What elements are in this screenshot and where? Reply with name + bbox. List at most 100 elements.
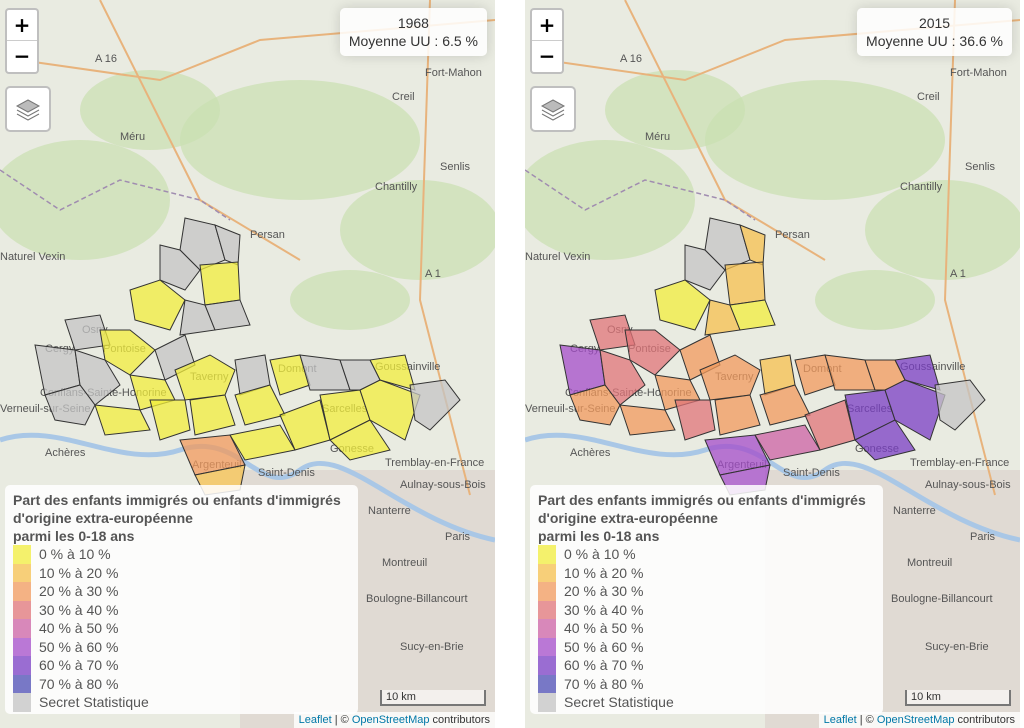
legend-swatch xyxy=(13,563,31,582)
zoom-out-button[interactable]: − xyxy=(538,44,556,68)
legend-item: 60 % à 70 % xyxy=(538,656,875,675)
place-label: Aulnay-sous-Bois xyxy=(400,479,486,491)
legend-swatch xyxy=(538,600,556,619)
commune-polygon[interactable] xyxy=(149,399,191,441)
commune-polygon[interactable] xyxy=(409,379,461,431)
commune-polygon[interactable] xyxy=(74,349,121,406)
commune-polygon[interactable] xyxy=(129,279,186,331)
place-label: Creil xyxy=(917,91,940,103)
place-label: Paris xyxy=(970,531,996,543)
place-label: Naturel Vexin xyxy=(525,251,590,263)
legend-item: 40 % à 50 % xyxy=(538,619,875,638)
commune-polygon[interactable] xyxy=(329,419,391,461)
year-label: 2015 xyxy=(918,15,951,31)
average-label: Moyenne UU : 6.5 % xyxy=(348,33,478,49)
layers-button[interactable] xyxy=(5,86,51,132)
info-box: 2015 Moyenne UU : 36.6 % xyxy=(857,8,1012,56)
legend-title: Part des enfants immigrés ou enfants d'i… xyxy=(538,492,866,508)
legend-label: 0 % à 10 % xyxy=(564,546,636,563)
commune-polygon[interactable] xyxy=(684,244,726,291)
commune-polygon[interactable] xyxy=(189,394,236,436)
attribution-text: contributors xyxy=(429,714,490,726)
commune-polygon[interactable] xyxy=(204,299,251,331)
commune-polygon[interactable] xyxy=(99,329,156,376)
commune-polygon[interactable] xyxy=(339,359,381,391)
attribution-text: contributors xyxy=(954,714,1015,726)
legend-label: Secret Statistique xyxy=(39,694,149,711)
legend-label: 50 % à 60 % xyxy=(564,638,644,655)
forest-area xyxy=(525,140,695,260)
average-label: Moyenne UU : 36.6 % xyxy=(866,33,1003,49)
osm-link[interactable]: OpenStreetMap xyxy=(351,714,430,726)
legend-item: 40 % à 50 % xyxy=(13,619,350,638)
attribution-sep: | © xyxy=(331,714,352,726)
boundary xyxy=(525,169,756,221)
legend-swatch xyxy=(13,600,31,619)
place-label: Aulnay-sous-Bois xyxy=(925,479,1011,491)
commune-polygon[interactable] xyxy=(864,359,906,391)
legend-label: 20 % à 30 % xyxy=(39,583,119,600)
commune-polygon[interactable] xyxy=(159,244,201,291)
leaflet-link[interactable]: Leaflet xyxy=(823,714,857,726)
commune-polygon[interactable] xyxy=(934,379,986,431)
legend-swatch xyxy=(538,693,556,712)
commune-polygon[interactable] xyxy=(854,419,916,461)
legend-swatch xyxy=(538,656,556,675)
legend-swatch xyxy=(538,545,556,564)
place-label: Paris xyxy=(445,531,471,543)
scale-bar: 10 km xyxy=(380,690,486,706)
zoom-in-button[interactable]: + xyxy=(7,10,37,41)
commune-polygon[interactable] xyxy=(624,329,681,376)
place-label: A 1 xyxy=(425,268,441,280)
place-label: Méru xyxy=(645,131,670,143)
legend-swatch xyxy=(538,619,556,638)
commune-polygon[interactable] xyxy=(199,261,241,306)
legend-swatch xyxy=(538,674,556,693)
legend-item: 60 % à 70 % xyxy=(13,656,350,675)
place-label: Méru xyxy=(120,131,145,143)
legend-label: 10 % à 20 % xyxy=(564,564,644,581)
commune-polygon[interactable] xyxy=(729,299,776,331)
commune-polygon[interactable] xyxy=(569,384,621,426)
legend-title: Part des enfants immigrés ou enfants d'i… xyxy=(13,492,341,508)
leaflet-link[interactable]: Leaflet xyxy=(298,714,332,726)
forest-area xyxy=(0,140,170,260)
layers-button[interactable] xyxy=(530,86,576,132)
place-label: A 1 xyxy=(950,268,966,280)
legend-swatch xyxy=(13,674,31,693)
commune-polygon[interactable] xyxy=(599,349,646,406)
place-label: Creil xyxy=(392,91,415,103)
place-label: Boulogne-Billancourt xyxy=(366,593,468,605)
legend-item: Secret Statistique xyxy=(13,693,350,712)
legend-title: parmi les 0-18 ans xyxy=(538,528,660,544)
commune-polygon[interactable] xyxy=(724,261,766,306)
commune-polygon[interactable] xyxy=(674,399,716,441)
place-label: Fort-Mahon xyxy=(950,67,1007,79)
place-label: Nanterre xyxy=(368,505,411,517)
legend-title: d'origine extra-européenne xyxy=(13,510,193,526)
commune-polygon[interactable] xyxy=(619,404,676,436)
place-label: Fort-Mahon xyxy=(425,67,482,79)
commune-polygon[interactable] xyxy=(714,394,761,436)
commune-polygon[interactable] xyxy=(654,279,711,331)
legend-label: 50 % à 60 % xyxy=(39,638,119,655)
commune-polygon[interactable] xyxy=(44,384,96,426)
forest-area xyxy=(340,180,495,280)
place-label: Sucy-en-Brie xyxy=(925,641,989,653)
zoom-out-button[interactable]: − xyxy=(13,44,31,68)
commune-polygon[interactable] xyxy=(174,354,236,401)
legend-label: 60 % à 70 % xyxy=(39,657,119,674)
legend-item: 20 % à 30 % xyxy=(538,582,875,601)
osm-link[interactable]: OpenStreetMap xyxy=(876,714,955,726)
zoom-in-button[interactable]: + xyxy=(532,10,562,41)
forest-area xyxy=(605,70,745,150)
scale-bar: 10 km xyxy=(905,690,1011,706)
commune-polygon[interactable] xyxy=(699,354,761,401)
place-label: Senlis xyxy=(440,161,470,173)
place-label: Chantilly xyxy=(900,181,943,193)
commune-polygon[interactable] xyxy=(94,404,151,436)
